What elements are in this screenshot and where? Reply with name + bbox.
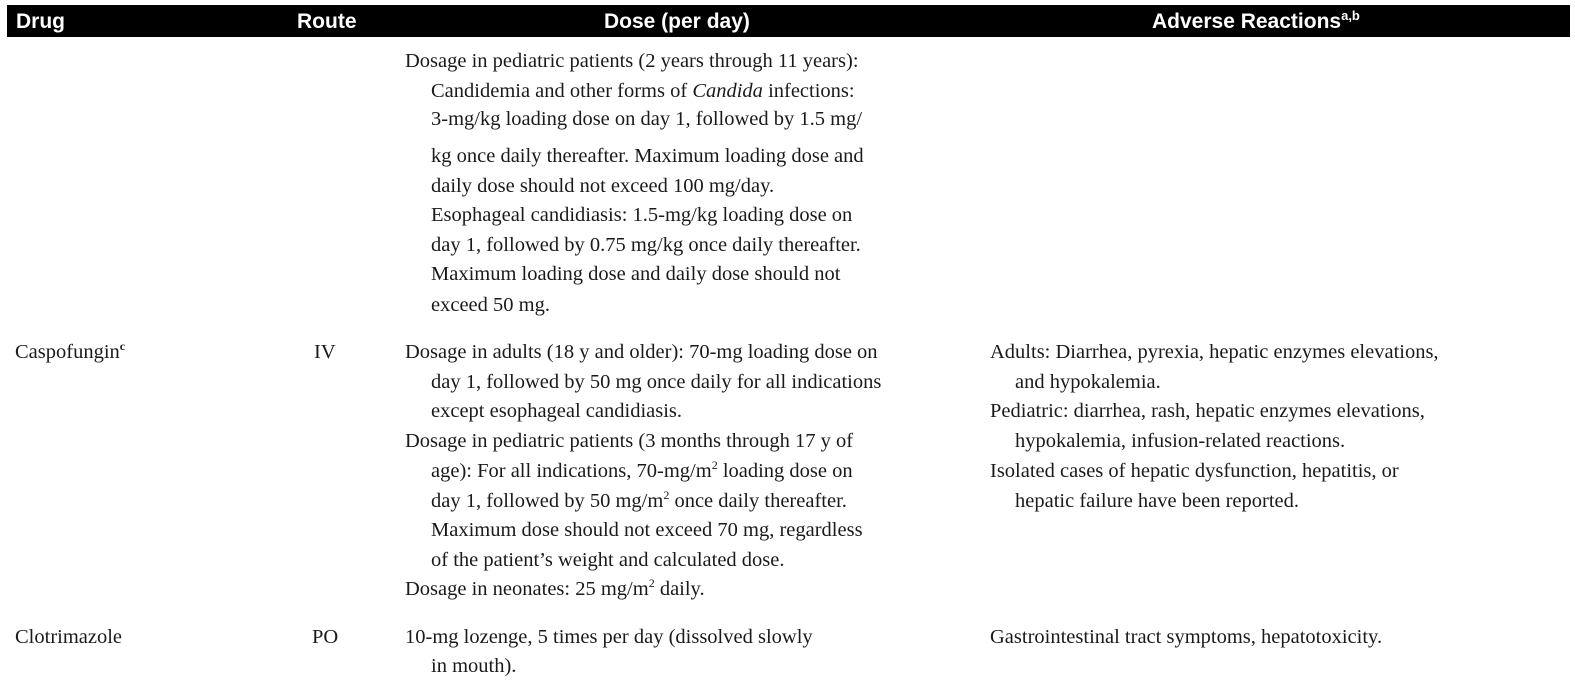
- drug-name: Caspofunginc: [15, 339, 126, 363]
- dose-line: Dosage in pediatric patients (2 years th…: [405, 50, 859, 72]
- dose-line: Maximum dose should not exceed 70 mg, re…: [431, 519, 863, 541]
- header-dose: Dose (per day): [604, 10, 750, 33]
- adverse-line: Adults: Diarrhea, pyrexia, hepatic enzym…: [990, 341, 1439, 363]
- dose-line: Maximum loading dose and daily dose shou…: [431, 263, 841, 285]
- dose-line: Dosage in adults (18 y and older): 70-mg…: [405, 341, 878, 363]
- adverse-line: hepatic failure have been reported.: [1015, 490, 1299, 512]
- dose-line: 10-mg lozenge, 5 times per day (dissolve…: [405, 626, 813, 648]
- adverse-line: Isolated cases of hepatic dysfunction, h…: [990, 460, 1399, 482]
- drug-footnote: c: [119, 339, 126, 353]
- dose-line: Esophageal candidiasis: 1.5-mg/kg loadin…: [431, 204, 853, 226]
- route: IV: [314, 341, 336, 363]
- dose-line: in mouth).: [431, 655, 517, 677]
- dose-line: except esophageal candidiasis.: [431, 400, 683, 422]
- dose-line: Dosage in pediatric patients (3 months t…: [405, 430, 854, 452]
- header-route: Route: [297, 10, 357, 33]
- dose-line: Candidemia and other forms of Candida in…: [431, 80, 855, 102]
- dose-line: kg once daily thereafter. Maximum loadin…: [431, 145, 864, 167]
- header-drug: Drug: [16, 10, 65, 33]
- route: PO: [312, 626, 339, 648]
- adverse-line: and hypokalemia.: [1015, 371, 1161, 393]
- header-adverse-reactions: Adverse Reactionsa,b: [1152, 8, 1360, 33]
- table-header: Drug Route Dose (per day) Adverse Reacti…: [7, 5, 1570, 37]
- adverse-line: hypokalemia, infusion-related reactions.: [1015, 430, 1346, 452]
- dose-line: age): For all indications, 70-mg/m2 load…: [431, 458, 853, 482]
- drug-name: Clotrimazole: [15, 626, 123, 648]
- adverse-line: Pediatric: diarrhea, rash, hepatic enzym…: [990, 400, 1425, 422]
- dose-line: exceed 50 mg.: [431, 294, 550, 316]
- header-adverse-footnote: a,b: [1341, 8, 1360, 23]
- dose-line: day 1, followed by 50 mg once daily for …: [431, 371, 882, 393]
- dose-line: of the patient’s weight and calculated d…: [431, 549, 785, 571]
- dose-line: day 1, followed by 0.75 mg/kg once daily…: [431, 234, 861, 256]
- adverse-line: Gastrointestinal tract symptoms, hepatot…: [990, 626, 1383, 648]
- dose-line: day 1, followed by 50 mg/m2 once daily t…: [431, 488, 847, 512]
- dose-line: daily dose should not exceed 100 mg/day.: [431, 175, 775, 197]
- dose-line: 3-mg/kg loading dose on day 1, followed …: [431, 108, 863, 130]
- dose-line: Dosage in neonates: 25 mg/m2 daily.: [405, 576, 705, 600]
